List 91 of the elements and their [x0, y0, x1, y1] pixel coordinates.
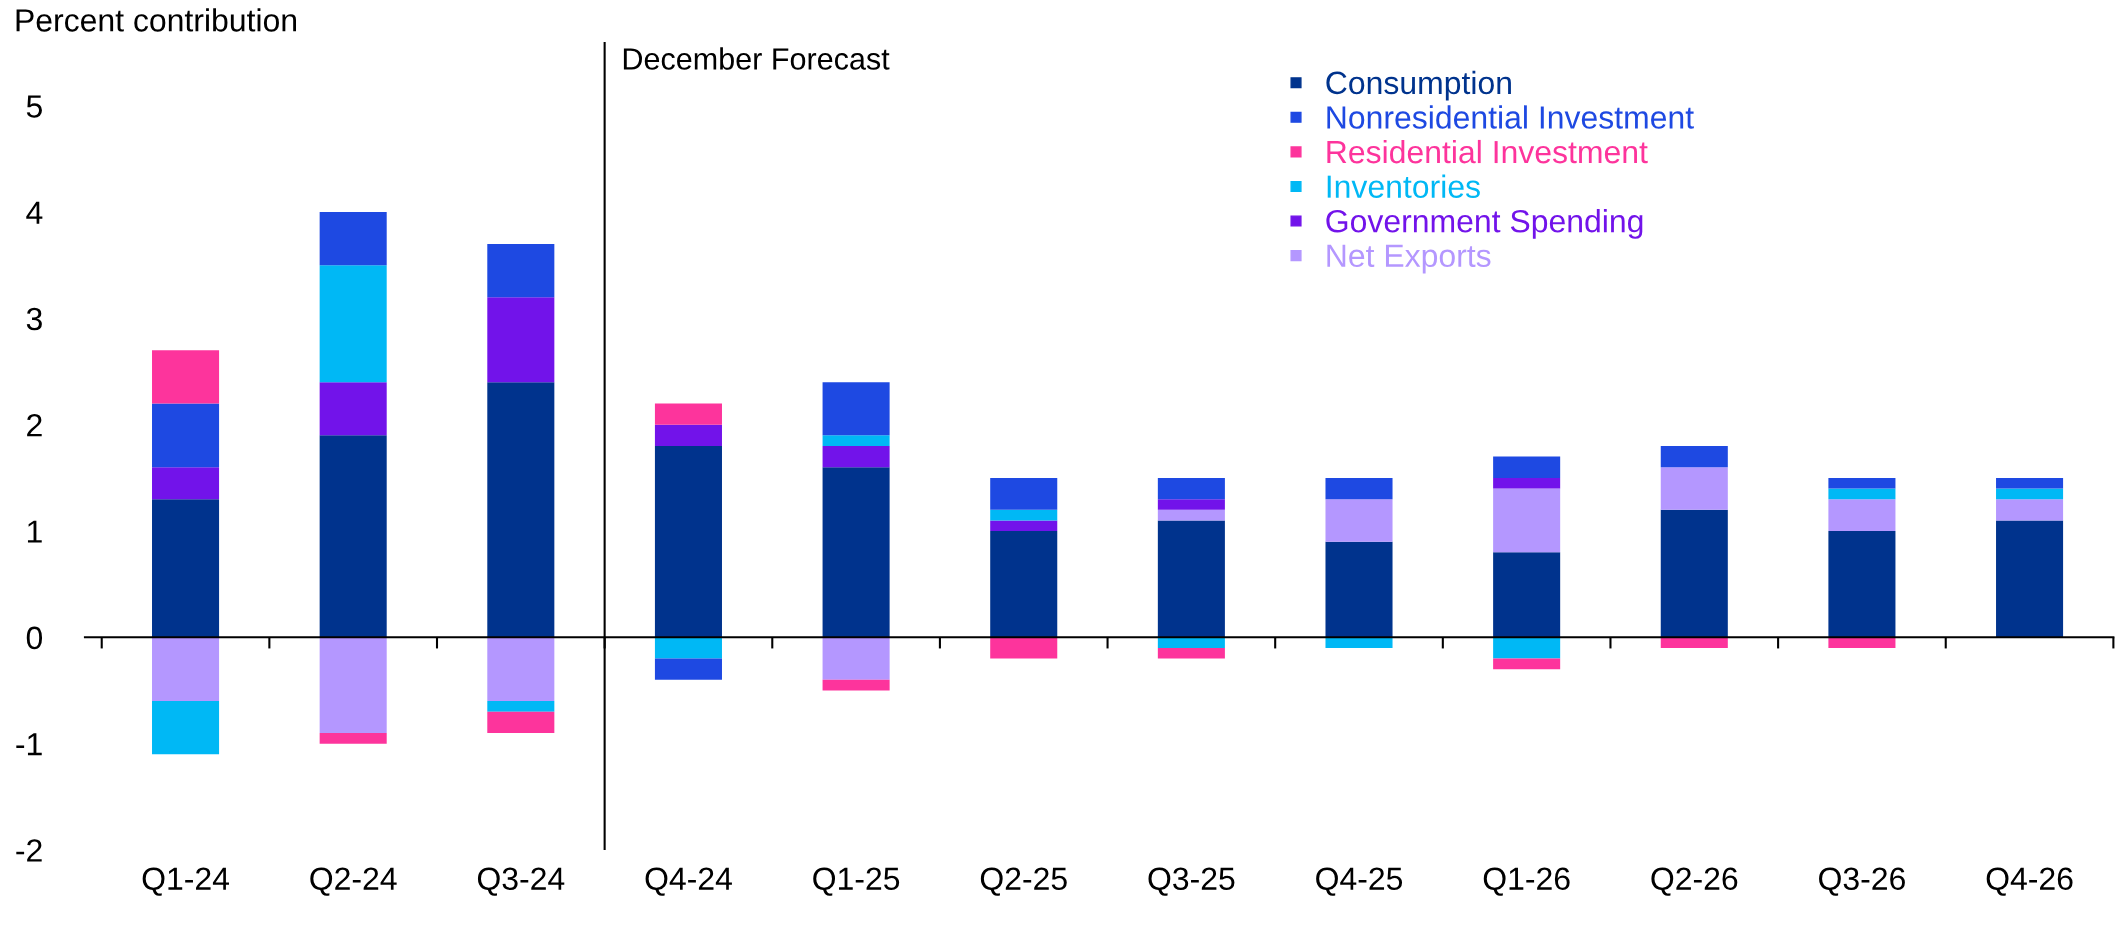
bar [1157, 477, 1225, 500]
bar [1828, 531, 1896, 638]
y-tick-label: -1 [16, 733, 42, 756]
bar [487, 244, 555, 298]
bar [1157, 637, 1225, 648]
bar [822, 679, 890, 691]
bar [1660, 445, 1728, 468]
x-tick-label: Q3-25 [1148, 867, 1235, 896]
y-tick-label: 2 [27, 413, 42, 437]
bar [822, 467, 890, 638]
bar [319, 637, 387, 734]
bar [1493, 658, 1561, 670]
bar [654, 424, 722, 446]
x-tick-label: Q1-25 [813, 867, 900, 896]
bar [152, 350, 220, 404]
bar [1996, 520, 2064, 638]
bar [822, 435, 890, 446]
bar [1996, 477, 2064, 489]
annotation: December Forecast [623, 47, 890, 70]
bar [822, 445, 890, 468]
bar [990, 509, 1058, 521]
bar [152, 499, 220, 638]
bar [487, 297, 555, 383]
bar [319, 265, 387, 383]
bar [152, 701, 220, 755]
bar [1828, 499, 1896, 532]
bar [1157, 499, 1225, 510]
bar [152, 403, 220, 468]
bar [654, 658, 722, 680]
bar [1660, 509, 1728, 638]
y-tick-label: -2 [16, 839, 42, 862]
bar [1493, 552, 1561, 638]
bar [1828, 477, 1896, 489]
bar [1325, 499, 1393, 542]
bar [1325, 637, 1393, 648]
bar [822, 382, 890, 436]
bar [990, 477, 1058, 510]
bar [1157, 520, 1225, 638]
bar [319, 382, 387, 436]
legend-label: Consumption [1326, 70, 1511, 101]
bar [1325, 541, 1393, 638]
bar [1493, 477, 1561, 489]
bar [1828, 637, 1896, 648]
bar [1996, 499, 2064, 521]
x-tick-label: Q1-24 [142, 867, 229, 896]
bar [1828, 488, 1896, 500]
bar [319, 212, 387, 266]
legend-label: Net Exports [1327, 244, 1491, 274]
x-tick-label: Q1-26 [1483, 867, 1570, 896]
x-tick-label: Q2-24 [310, 867, 397, 896]
bar [1493, 488, 1561, 553]
x-tick-label: Q2-25 [980, 867, 1067, 896]
bar [1157, 647, 1225, 659]
bar [1660, 637, 1728, 648]
y-tick-label: 1 [27, 520, 42, 543]
bar [1157, 509, 1225, 521]
y-axis-title: Percent contribution [16, 8, 297, 32]
bar [1996, 488, 2064, 500]
bar [1493, 456, 1561, 478]
bar [487, 637, 555, 702]
x-tick-label: Q3-26 [1819, 867, 1905, 896]
x-tick-label: Q4-26 [1986, 867, 2073, 896]
bar [152, 467, 220, 500]
bar [1493, 637, 1561, 659]
bar [990, 637, 1058, 659]
y-tick-label: 3 [26, 307, 42, 331]
bar [822, 637, 890, 680]
bar [990, 531, 1058, 638]
y-tick-label: 0 [26, 626, 43, 650]
bar [1325, 477, 1393, 500]
legend-label: Government Spending [1326, 209, 1643, 239]
bar [1660, 467, 1728, 510]
bar [990, 520, 1058, 532]
bar [487, 701, 555, 712]
bar [654, 637, 722, 659]
bar [487, 711, 555, 734]
y-tick-label: 4 [26, 201, 43, 224]
bar [319, 435, 387, 638]
legend-label: Nonresidential Investment [1327, 105, 1694, 129]
x-tick-label: Q3-24 [477, 867, 565, 896]
x-tick-label: Q4-25 [1316, 867, 1403, 896]
legend-label: Residential Investment [1327, 139, 1648, 164]
bar [487, 382, 555, 638]
x-tick-label: Q4-24 [645, 867, 732, 896]
y-tick-label: 5 [26, 95, 42, 118]
x-tick-label: Q2-26 [1651, 867, 1738, 896]
legend-label: Inventories [1327, 174, 1480, 198]
bar [654, 403, 722, 425]
bar [319, 733, 387, 744]
bar [152, 637, 220, 702]
bar [654, 445, 722, 638]
